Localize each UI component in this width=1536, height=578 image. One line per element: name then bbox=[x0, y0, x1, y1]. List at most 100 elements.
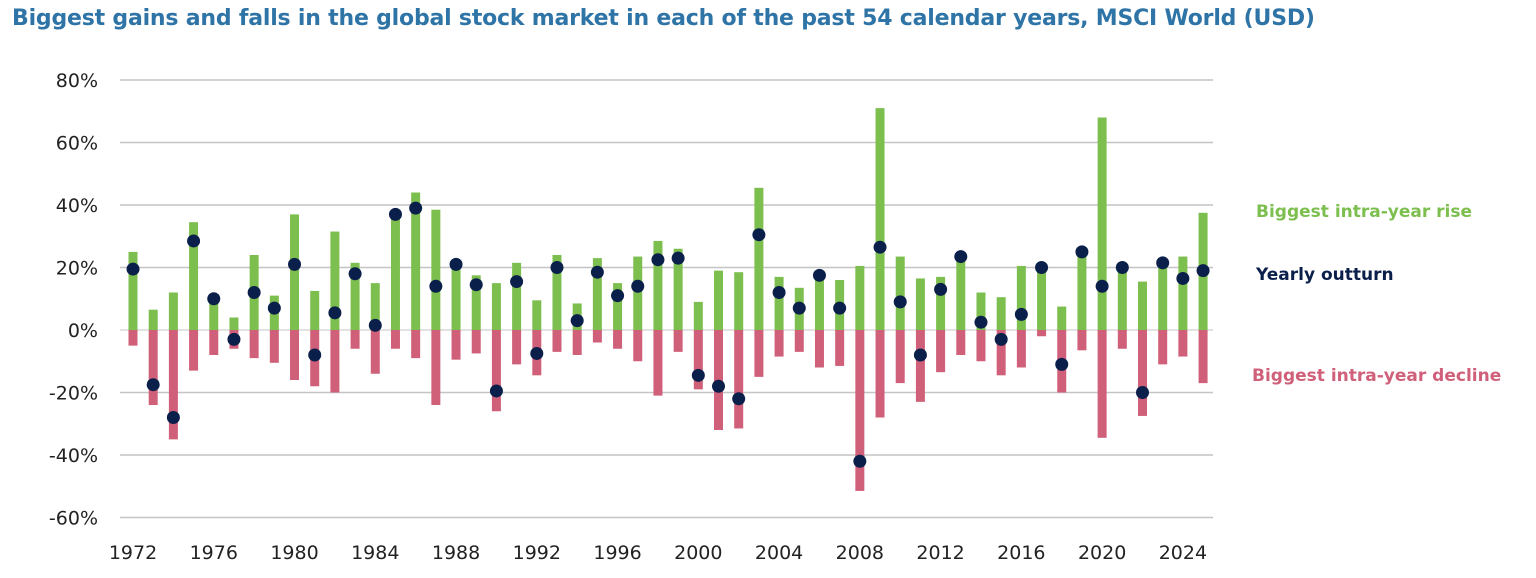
outturn-dot bbox=[166, 411, 180, 424]
x-tick-label: 2008 bbox=[836, 542, 884, 564]
decline-bar bbox=[451, 330, 461, 360]
decline-bar bbox=[835, 330, 845, 366]
decline-bar bbox=[734, 330, 744, 429]
x-tick-label: 2000 bbox=[674, 542, 722, 564]
decline-bar bbox=[552, 330, 562, 352]
outturn-dot bbox=[409, 201, 423, 215]
outturn-dot bbox=[994, 332, 1008, 346]
outturn-dot bbox=[954, 250, 968, 264]
outturn-dot bbox=[732, 392, 746, 406]
decline-bar bbox=[1097, 330, 1107, 438]
decline-bar bbox=[148, 330, 158, 405]
x-tick-label: 2024 bbox=[1159, 542, 1207, 564]
outturn-dot bbox=[348, 267, 362, 281]
rise-bar bbox=[1037, 267, 1047, 330]
decline-bar bbox=[1016, 330, 1026, 368]
rise-bar bbox=[512, 262, 522, 330]
decline-bar bbox=[209, 330, 219, 355]
decline-bar bbox=[774, 330, 784, 357]
x-tick-label: 1976 bbox=[190, 542, 238, 564]
outturn-dot bbox=[590, 265, 604, 279]
outturn-dot bbox=[1156, 256, 1170, 270]
decline-bar bbox=[1117, 330, 1127, 349]
decline-bar bbox=[956, 330, 966, 355]
rise-bar bbox=[1077, 247, 1087, 330]
rise-bar bbox=[956, 255, 966, 330]
rise-bar bbox=[1117, 267, 1127, 330]
rise-bar bbox=[229, 317, 239, 330]
outturn-dot bbox=[1014, 307, 1028, 321]
decline-bar bbox=[915, 330, 925, 402]
outturn-dot bbox=[146, 378, 160, 392]
decline-bar bbox=[895, 330, 905, 384]
x-tick-label: 1972 bbox=[109, 542, 157, 564]
legend-entry: Biggest intra-year decline bbox=[1252, 366, 1501, 386]
rise-bar bbox=[915, 278, 925, 330]
bars bbox=[128, 108, 1208, 491]
decline-bar bbox=[269, 330, 279, 363]
outturn-dot bbox=[934, 282, 948, 296]
rise-bar bbox=[1016, 265, 1026, 330]
rise-bar bbox=[189, 222, 199, 330]
rise-bar bbox=[693, 301, 703, 330]
decline-bar bbox=[794, 330, 804, 352]
y-axis-ticks: 80% 60% 40% 20% 0% -20% -40% -60% bbox=[49, 70, 98, 530]
outturn-dot bbox=[449, 257, 463, 271]
decline-bar bbox=[855, 330, 865, 491]
outturn-dot bbox=[691, 368, 705, 382]
outturn-dot bbox=[1095, 279, 1109, 293]
rise-bar bbox=[148, 309, 158, 330]
rise-bar bbox=[471, 275, 481, 330]
rise-bar bbox=[734, 272, 744, 330]
outturn-dot bbox=[651, 253, 665, 267]
outturn-dot bbox=[368, 318, 382, 332]
outturn-dot bbox=[207, 292, 221, 306]
x-tick-label: 2020 bbox=[1078, 542, 1126, 564]
rise-bar bbox=[613, 283, 623, 330]
outturn-dot bbox=[792, 301, 806, 315]
outturn-dot bbox=[570, 314, 584, 328]
outturn-dot bbox=[126, 262, 140, 276]
decline-bar bbox=[390, 330, 400, 349]
y-tick-label: 60% bbox=[56, 133, 98, 155]
decline-bar bbox=[491, 330, 501, 412]
decline-bar bbox=[976, 330, 986, 362]
outturn-dot bbox=[893, 295, 907, 309]
y-tick-label: -20% bbox=[49, 383, 98, 405]
rise-bar bbox=[552, 255, 562, 330]
outturn-dot bbox=[429, 279, 443, 293]
outturn-dot bbox=[1055, 357, 1069, 371]
x-tick-label: 2012 bbox=[916, 542, 964, 564]
rise-bar bbox=[390, 214, 400, 330]
outturn-dot bbox=[1136, 386, 1149, 399]
rise-bar bbox=[754, 187, 764, 330]
decline-bar bbox=[1158, 330, 1168, 365]
decline-bar bbox=[613, 330, 623, 349]
decline-bar bbox=[1178, 330, 1188, 357]
rise-bar bbox=[209, 300, 219, 330]
legend: Biggest intra-year rise Yearly outturn Big… bbox=[1252, 202, 1501, 386]
decline-bar bbox=[290, 330, 300, 380]
decline-bar bbox=[128, 330, 138, 346]
decline-bar bbox=[936, 330, 946, 373]
rise-bar bbox=[976, 292, 986, 330]
x-tick-label: 1988 bbox=[432, 542, 480, 564]
outturn-dot bbox=[267, 301, 281, 315]
y-tick-label: 0% bbox=[68, 320, 98, 342]
rise-bar bbox=[431, 209, 441, 330]
rise-bar bbox=[653, 240, 663, 330]
rise-bar bbox=[673, 248, 683, 330]
rise-bar bbox=[875, 108, 885, 330]
outturn-dot bbox=[833, 301, 847, 315]
decline-bar bbox=[189, 330, 199, 371]
decline-bar bbox=[875, 330, 885, 418]
decline-bar bbox=[996, 330, 1006, 376]
outturn-dot bbox=[388, 207, 402, 221]
decline-bar bbox=[673, 330, 683, 352]
rise-bar bbox=[451, 262, 461, 330]
outturn-dot bbox=[328, 306, 342, 320]
legend-entry: Biggest intra-year rise bbox=[1256, 202, 1472, 222]
decline-bar bbox=[693, 330, 703, 390]
outturn-dot bbox=[550, 261, 564, 274]
rise-bar bbox=[411, 192, 421, 330]
